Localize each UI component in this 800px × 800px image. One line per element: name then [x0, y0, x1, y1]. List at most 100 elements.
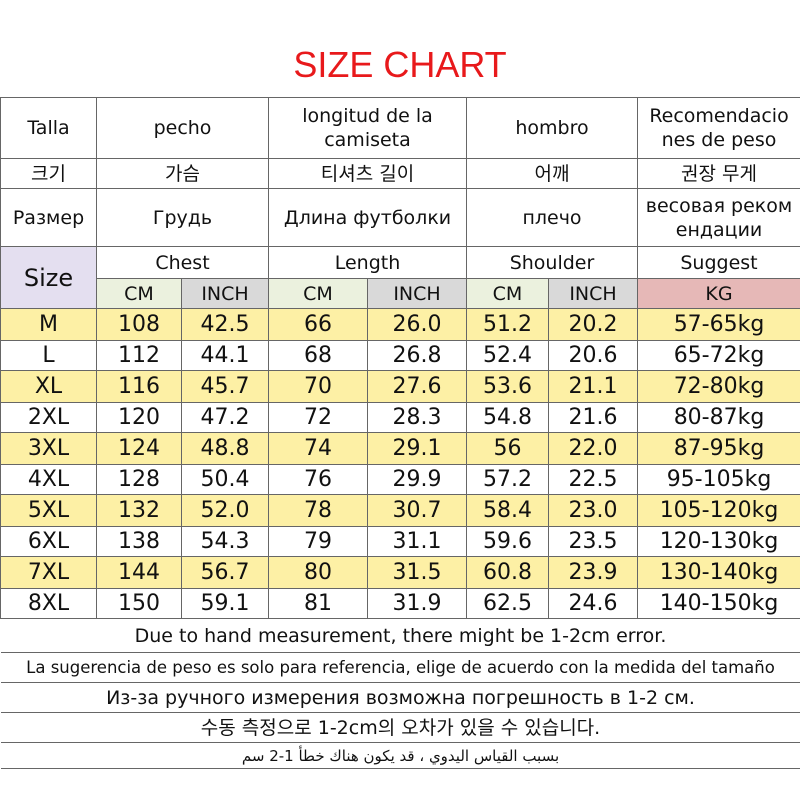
table-row: بسبب القياس اليدوي ، قد يكون هناك خطأ 1-… [0, 742, 800, 769]
size-cell: 2XL [0, 402, 97, 433]
value-cell: 130-140kg [637, 556, 800, 589]
unit-header: INCH [367, 278, 467, 309]
value-cell: 116 [96, 370, 182, 403]
group-header: Length [268, 246, 467, 279]
header-cell: Размер [0, 188, 97, 247]
note: بسبب القياس اليدوي ، قد يكون هناك خطأ 1-… [0, 742, 800, 769]
table-row: 4XL 128 50.4 76 29.9 57.2 22.5 95-105kg [0, 464, 800, 495]
unit-header: CM [96, 278, 182, 309]
value-cell: 50.4 [181, 464, 269, 495]
note: Из-за ручного измерения возможна погрешн… [0, 682, 800, 713]
header-cell: 가슴 [96, 158, 269, 189]
value-cell: 29.9 [367, 464, 467, 495]
table-row: XL 116 45.7 70 27.6 53.6 21.1 72-80kg [0, 370, 800, 403]
header-cell: 어깨 [465, 158, 639, 189]
value-cell: 59.6 [466, 526, 549, 557]
value-cell: 87-95kg [637, 432, 800, 465]
header-cell: pecho [96, 97, 269, 159]
size-cell: 4XL [0, 464, 97, 495]
value-cell: 21.6 [547, 402, 639, 433]
value-cell: 22.0 [547, 432, 639, 465]
value-cell: 60.8 [466, 556, 549, 589]
value-cell: 81 [268, 588, 368, 619]
header-cell: плечо [465, 188, 639, 247]
table-row: Размер Грудь Длина футболки плечо весовая ре… [0, 188, 800, 247]
value-cell: 95-105kg [637, 464, 800, 495]
value-cell: 120-130kg [637, 526, 800, 557]
value-cell: 79 [268, 526, 368, 557]
unit-header: INCH [181, 278, 269, 309]
value-cell: 26.0 [367, 308, 467, 341]
value-cell: 44.1 [181, 340, 269, 371]
header-cell: 권장 무게 [637, 158, 800, 189]
unit-header: CM [268, 278, 368, 309]
value-cell: 24.6 [547, 588, 639, 619]
value-cell: 62.5 [466, 588, 549, 619]
value-cell: 54.3 [181, 526, 269, 557]
table-row: La sugerencia de peso es solo para refer… [0, 652, 800, 683]
value-cell: 58.4 [466, 494, 549, 527]
size-cell: 3XL [0, 432, 97, 465]
value-cell: 27.6 [367, 370, 467, 403]
value-cell: 66 [268, 308, 368, 341]
value-cell: 59.1 [181, 588, 269, 619]
value-cell: 56 [466, 432, 549, 465]
header-cell: Длина футболки [268, 188, 467, 247]
table-row: 크기 가슴 티셔츠 길이 어깨 권장 무게 [0, 158, 800, 189]
note: La sugerencia de peso es solo para refer… [0, 652, 800, 683]
value-cell: 48.8 [181, 432, 269, 465]
value-cell: 47.2 [181, 402, 269, 433]
header-cell: 크기 [0, 158, 97, 189]
value-cell: 51.2 [466, 308, 549, 341]
value-cell: 29.1 [367, 432, 467, 465]
table-row: Из-за ручного измерения возможна погрешн… [0, 682, 800, 713]
value-cell: 124 [96, 432, 182, 465]
header-cell: весовая рекомендации [637, 188, 800, 247]
value-cell: 72 [268, 402, 368, 433]
size-cell: M [0, 308, 97, 341]
unit-header: CM [466, 278, 549, 309]
header-cell: Recomendaciones de peso [637, 97, 800, 159]
value-cell: 52.0 [181, 494, 269, 527]
group-header: Suggest [637, 246, 800, 279]
value-cell: 80 [268, 556, 368, 589]
value-cell: 31.1 [367, 526, 467, 557]
value-cell: 78 [268, 494, 368, 527]
value-cell: 65-72kg [637, 340, 800, 371]
value-cell: 138 [96, 526, 182, 557]
value-cell: 56.7 [181, 556, 269, 589]
table-row: 3XL 124 48.8 74 29.1 56 22.0 87-95kg [0, 432, 800, 465]
value-cell: 22.5 [547, 464, 639, 495]
value-cell: 23.0 [547, 494, 639, 527]
value-cell: 31.5 [367, 556, 467, 589]
value-cell: 53.6 [466, 370, 549, 403]
group-header: Shoulder [465, 246, 639, 279]
value-cell: 20.2 [547, 308, 639, 341]
size-cell: 8XL [0, 588, 97, 619]
value-cell: 112 [96, 340, 182, 371]
table-row: Talla pecho longitud de la camiseta hombro R… [0, 97, 800, 159]
table-row: 5XL 132 52.0 78 30.7 58.4 23.0 105-120kg [0, 494, 800, 527]
value-cell: 120 [96, 402, 182, 433]
value-cell: 54.8 [466, 402, 549, 433]
size-cell: 5XL [0, 494, 97, 527]
value-cell: 21.1 [547, 370, 639, 403]
header-cell: Talla [0, 97, 97, 159]
value-cell: 23.5 [547, 526, 639, 557]
size-cell: XL [0, 370, 97, 403]
value-cell: 28.3 [367, 402, 467, 433]
value-cell: 26.8 [367, 340, 467, 371]
size-cell: 6XL [0, 526, 97, 557]
value-cell: 57-65kg [637, 308, 800, 341]
value-cell: 30.7 [367, 494, 467, 527]
table-row: Size Chest Length Shoulder Suggest [0, 246, 800, 309]
value-cell: 20.6 [547, 340, 639, 371]
value-cell: 105-120kg [637, 494, 800, 527]
value-cell: 74 [268, 432, 368, 465]
table-row: M 108 42.5 66 26.0 51.2 20.2 57-65kg [0, 308, 800, 341]
size-cell: L [0, 340, 97, 371]
table-row: 7XL 144 56.7 80 31.5 60.8 23.9 130-140kg [0, 556, 800, 589]
table-row: L 112 44.1 68 26.8 52.4 20.6 65-72kg [0, 340, 800, 371]
unit-header: KG [637, 278, 800, 309]
